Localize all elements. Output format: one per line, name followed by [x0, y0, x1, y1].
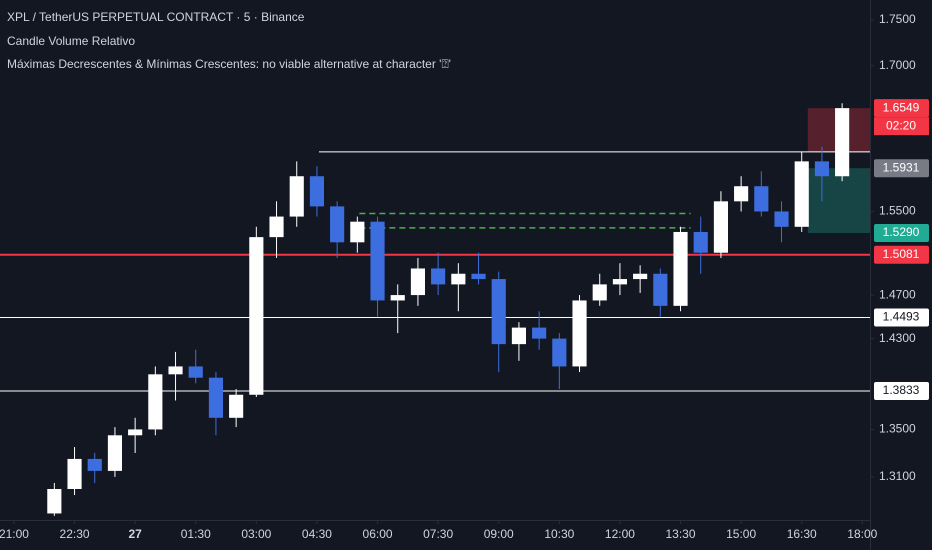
x-tick-label: 03:00 — [241, 527, 271, 541]
x-tick-label: 27 — [128, 527, 142, 541]
price-label: 1.6549 — [883, 100, 920, 114]
x-tick-label: 22:30 — [60, 527, 90, 541]
price-label-bg — [874, 223, 929, 242]
candle-body — [633, 273, 648, 280]
x-tick-label: 01:30 — [181, 527, 211, 541]
y-tick-label: 1.5500 — [879, 204, 916, 218]
candle-body — [774, 211, 789, 227]
candle-body — [269, 216, 284, 238]
candle-body — [390, 295, 405, 301]
candle-body — [491, 279, 506, 345]
candle-body — [67, 458, 82, 489]
y-tick-label: 1.7000 — [879, 58, 916, 72]
countdown-bg — [874, 117, 929, 136]
candle-body — [410, 268, 426, 296]
candle-body — [229, 394, 244, 418]
candle-body — [754, 186, 769, 212]
candle-body — [693, 231, 708, 253]
price-label: 1.5931 — [883, 160, 920, 174]
price-label: 1.3833 — [883, 383, 920, 397]
candle-body — [511, 327, 526, 345]
candle-body — [128, 429, 143, 436]
price-label: 1.5081 — [883, 247, 920, 261]
candle-body — [552, 338, 567, 367]
candle-body — [592, 284, 607, 301]
candle-body — [713, 201, 728, 253]
countdown: 02:20 — [886, 118, 916, 132]
candle-body — [612, 279, 627, 285]
x-tick-label: 06:00 — [363, 527, 393, 541]
candle-body — [188, 366, 203, 378]
candle-body — [289, 176, 304, 217]
plot-area — [0, 103, 870, 516]
price-label-bg — [874, 159, 929, 178]
candle-body — [47, 488, 62, 514]
candle-body — [572, 300, 587, 367]
y-tick-label: 1.7500 — [879, 12, 916, 26]
candle-body — [532, 327, 547, 339]
x-tick-label: 10:30 — [544, 527, 574, 541]
y-tick-label: 1.4300 — [879, 331, 916, 345]
x-tick-label: 15:00 — [726, 527, 756, 541]
x-tick-label: 07:30 — [423, 527, 453, 541]
candle-body — [148, 374, 163, 430]
candle-body — [208, 377, 224, 418]
y-tick-label: 1.3100 — [879, 469, 916, 483]
x-tick-label: 04:30 — [302, 527, 332, 541]
indicator-label: Candle Volume Relativo — [7, 34, 135, 48]
candle-body — [249, 237, 264, 395]
candle-body — [168, 366, 183, 375]
candle-body — [794, 161, 809, 227]
price-label-bg — [874, 245, 929, 264]
y-tick-label: 1.3500 — [879, 422, 916, 436]
price-label-bg — [874, 381, 929, 400]
x-tick-label: 21:00 — [0, 527, 29, 541]
candle-body — [734, 186, 749, 202]
x-tick-label: 18:00 — [847, 527, 877, 541]
x-tick-label: 09:00 — [484, 527, 514, 541]
candle-body — [350, 221, 365, 243]
price-label: 1.5290 — [883, 225, 920, 239]
candle-body — [814, 161, 829, 177]
price-label-bg — [874, 308, 929, 327]
x-tick-label: 12:00 — [605, 527, 635, 541]
indicator-label: Máximas Decrescentes & Mínimas Crescente… — [7, 57, 451, 71]
y-tick-label: 1.4700 — [879, 287, 916, 301]
candle-body — [107, 435, 123, 471]
candle-body — [431, 268, 446, 285]
x-tick-label: 13:30 — [666, 527, 696, 541]
price-label: 1.4493 — [883, 310, 920, 324]
chart-title: XPL / TetherUS PERPETUAL CONTRACT · 5 · … — [7, 10, 305, 24]
position-box — [807, 168, 870, 233]
candle-body — [835, 108, 850, 177]
candle-body — [309, 176, 325, 207]
candle-body — [471, 273, 486, 280]
candle-body — [330, 206, 345, 243]
candle-body — [87, 458, 102, 471]
candle-body — [451, 273, 466, 285]
candle-body — [653, 273, 668, 306]
candle-body — [370, 221, 385, 301]
price-label-bg — [874, 99, 929, 118]
candle-body — [673, 231, 688, 306]
x-tick-label: 16:30 — [787, 527, 817, 541]
